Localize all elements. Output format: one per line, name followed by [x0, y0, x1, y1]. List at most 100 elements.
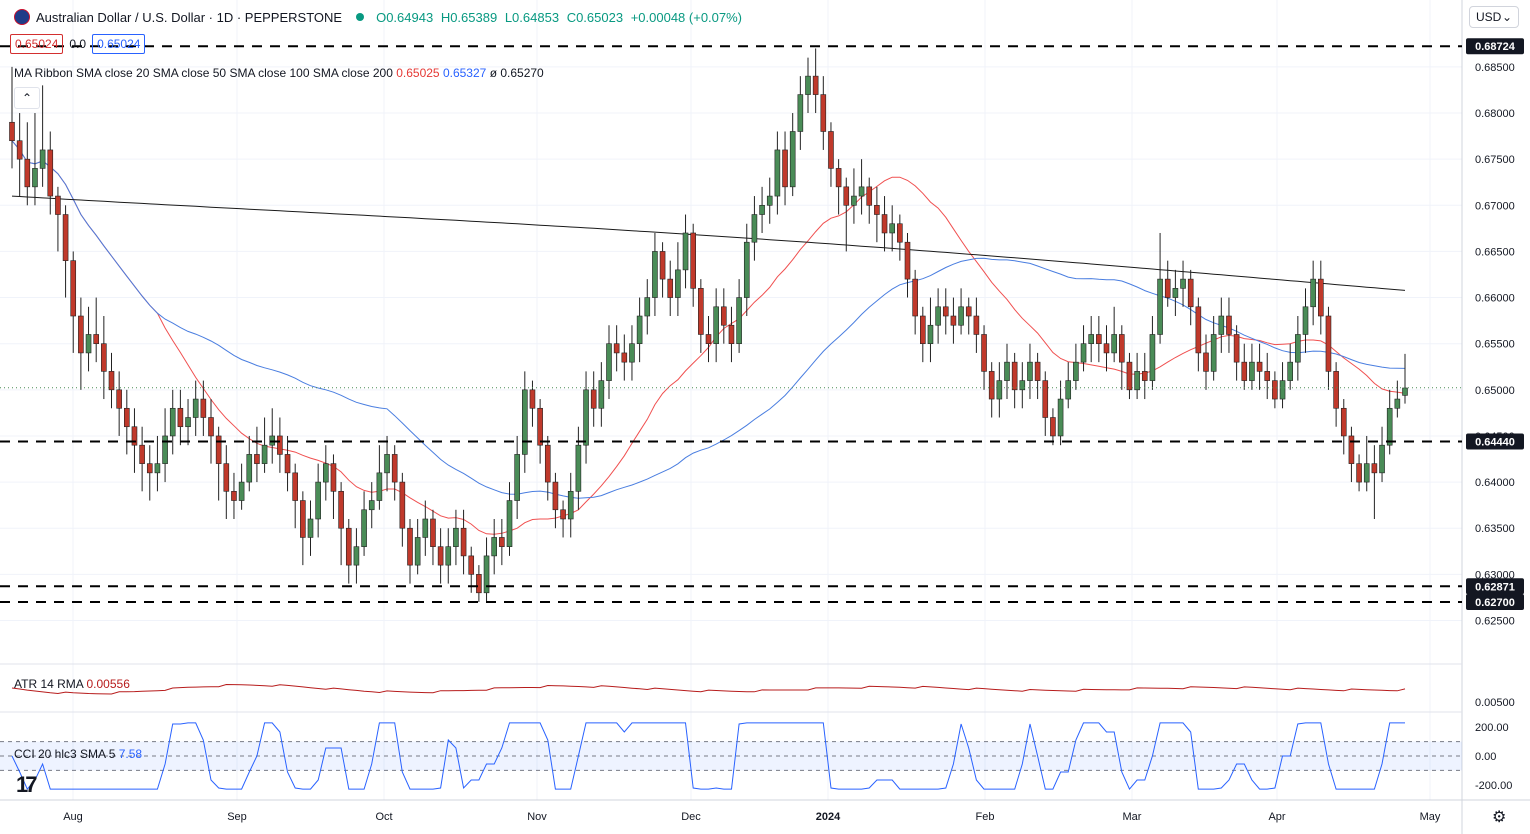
candle-body: [1172, 288, 1179, 298]
candle-body: [1027, 361, 1033, 381]
gear-icon[interactable]: ⚙: [1492, 809, 1507, 826]
candle-body: [85, 334, 92, 354]
candle-body: [598, 380, 605, 409]
bid-ask-row: 0.65024 0.0 0.65024: [10, 34, 146, 54]
candle-body: [24, 158, 31, 188]
cci-legend[interactable]: CCI 20 hlc3 SMA 5 7.58: [14, 747, 142, 761]
candle-body: [468, 555, 475, 575]
candle-body: [1333, 371, 1339, 409]
atr-value: 0.00556: [86, 677, 130, 691]
price-tick-label: 0.65000: [1475, 385, 1515, 397]
candle-body: [1356, 463, 1362, 483]
currency-selector[interactable]: USD ⌄: [1469, 6, 1519, 28]
candle-body: [131, 426, 138, 446]
candle-body: [368, 500, 375, 511]
price-tick-label: 0.66000: [1475, 293, 1515, 305]
high-value: H0.65389: [440, 9, 498, 25]
candle-body: [399, 481, 406, 529]
candle-body: [721, 306, 727, 326]
candle-body: [514, 454, 520, 501]
level-price-label: 0.62700: [1475, 597, 1515, 609]
candle-body: [1050, 417, 1056, 437]
candle-body: [843, 186, 850, 206]
cci-value: 7.58: [118, 747, 143, 761]
candle-body: [1088, 334, 1094, 344]
atr-label: ATR 14 RMA: [14, 677, 84, 691]
price-tick-label: 0.68500: [1475, 62, 1515, 74]
candle-body: [422, 518, 429, 538]
price-tick-label: 0.62500: [1475, 615, 1515, 627]
level-price-tag: [1466, 594, 1524, 611]
candle-body: [200, 398, 207, 418]
sma50-line: [11, 140, 1406, 499]
candle-body: [460, 527, 467, 557]
candle-body: [736, 297, 742, 344]
candle-body: [254, 454, 260, 464]
candle-body: [1295, 334, 1301, 363]
candle-body: [1096, 334, 1102, 344]
ma-ribbon-legend[interactable]: MA Ribbon SMA close 20 SMA close 50 SMA …: [14, 66, 544, 80]
spread-value: 0.0: [69, 37, 87, 51]
time-tick-label: Nov: [527, 811, 547, 823]
candle-body: [139, 444, 145, 464]
candle-body: [1103, 343, 1110, 354]
level-price-label: 0.64440: [1475, 436, 1515, 448]
candle-body: [39, 149, 46, 169]
candle-body: [391, 454, 398, 483]
candle-body: [583, 389, 589, 446]
candle-body: [1157, 278, 1163, 335]
candle-body: [1042, 380, 1049, 418]
candle-body: [1302, 306, 1309, 335]
price-tick-label: 0.68000: [1475, 108, 1515, 120]
cci-tick-label: 0.00: [1475, 751, 1496, 763]
candle-body: [866, 186, 873, 206]
candle-body: [828, 131, 834, 169]
candle-body: [1226, 315, 1232, 335]
symbol-title[interactable]: Australian Dollar / U.S. Dollar · 1D · P…: [36, 9, 343, 25]
candle-body: [1264, 371, 1271, 381]
candle-body: [223, 463, 230, 492]
candle-body: [162, 435, 168, 464]
candle-body: [835, 168, 842, 188]
ohlc-values: O0.64943 H0.65389 L0.64853 C0.65023 +0.0…: [376, 10, 746, 25]
buy-price-box[interactable]: 0.65024: [92, 34, 146, 54]
candle-body: [1195, 306, 1202, 354]
candle-body: [935, 306, 941, 326]
close-value: C0.65023: [566, 9, 624, 25]
candle-body: [920, 315, 926, 344]
cci-tick-label: -200.00: [1475, 780, 1512, 792]
candle-body: [1111, 334, 1117, 354]
candle-body: [874, 204, 880, 215]
candle-body: [1080, 343, 1087, 363]
candle-body: [851, 195, 857, 206]
candle-body: [9, 121, 15, 142]
tradingview-logo-icon[interactable]: 17: [16, 772, 38, 797]
atr-legend[interactable]: ATR 14 RMA 0.00556: [14, 677, 130, 691]
candle-body: [169, 407, 176, 437]
candle-body: [154, 463, 161, 474]
level-price-label: 0.68724: [1475, 41, 1516, 53]
candle-body: [476, 574, 482, 594]
candle-body: [93, 334, 99, 344]
candle-body: [560, 509, 566, 520]
candle-body: [307, 518, 314, 538]
sell-price-box[interactable]: 0.65024: [10, 34, 64, 54]
candle-body: [1057, 398, 1064, 437]
collapse-legend-button[interactable]: ⌃: [14, 87, 40, 109]
candle-body: [667, 278, 674, 298]
candle-body: [889, 223, 895, 234]
candle-body: [353, 546, 360, 566]
currency-label: USD: [1476, 10, 1502, 24]
sma200-value: ø 0.65270: [489, 66, 544, 80]
chevron-down-icon: ⌄: [1501, 10, 1512, 24]
candle-body: [315, 481, 321, 520]
candle-body: [544, 444, 551, 483]
candle-body: [912, 278, 918, 317]
candle-body: [300, 500, 306, 538]
candle-body: [1073, 361, 1079, 381]
candle-body: [192, 398, 199, 418]
candle-body: [728, 324, 735, 344]
ma-ribbon-label: MA Ribbon SMA close 20 SMA close 50 SMA …: [14, 66, 393, 80]
candle-body: [613, 343, 620, 354]
